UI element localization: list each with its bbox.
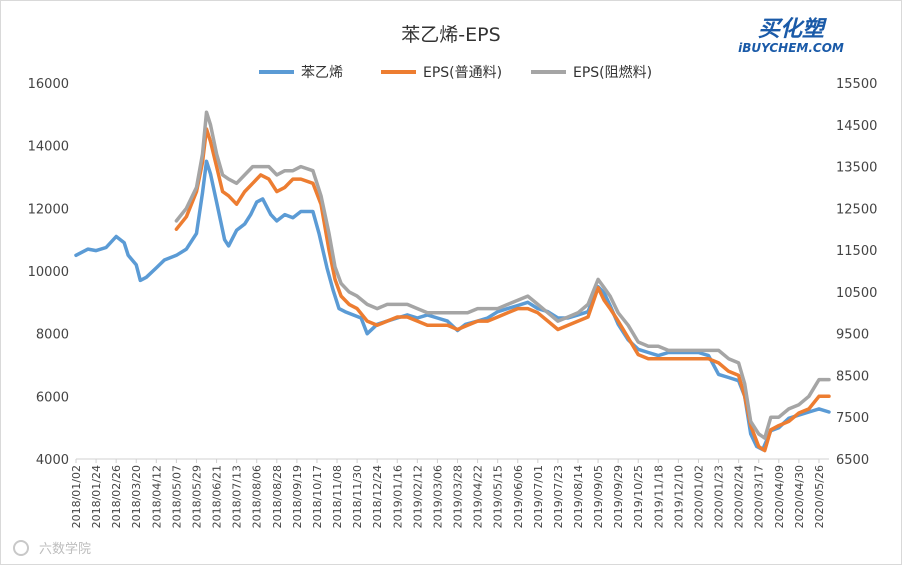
series-line-2 bbox=[174, 110, 831, 440]
x-tick-label: 2018/01/24 bbox=[90, 465, 103, 528]
y-right-tick-label: 11500 bbox=[836, 244, 877, 259]
y-left-tick-label: 12000 bbox=[28, 202, 69, 217]
logo-cn-text: 买化塑 bbox=[758, 17, 827, 42]
legend-label-0: 苯乙烯 bbox=[301, 64, 343, 81]
x-tick-label: 2018/05/29 bbox=[190, 465, 203, 528]
x-tick-label: 2018/11/30 bbox=[351, 465, 364, 528]
x-tick-label: 2018/12/24 bbox=[371, 465, 384, 528]
x-tick-label: 2019/11/18 bbox=[652, 465, 665, 528]
x-tick-label: 2019/02/12 bbox=[411, 465, 424, 528]
watermark-icon bbox=[13, 540, 29, 556]
legend: 苯乙烯 EPS(普通料) EPS(阻燃料) bbox=[259, 64, 652, 81]
y-left-tick-label: 10000 bbox=[28, 265, 69, 280]
y-right-tick-label: 9500 bbox=[836, 328, 869, 343]
x-tick-label: 2019/07/01 bbox=[532, 465, 545, 528]
x-tick-label: 2019/04/22 bbox=[472, 465, 485, 528]
x-tick-label: 2018/08/06 bbox=[251, 465, 264, 528]
watermark-text: 六数学院 bbox=[39, 541, 91, 557]
x-tick-label: 2018/08/28 bbox=[271, 465, 284, 528]
x-tick-label: 2018/10/17 bbox=[311, 465, 324, 528]
y-left-tick-label: 14000 bbox=[28, 140, 69, 155]
x-tick-label: 2019/09/05 bbox=[592, 465, 605, 528]
x-tick-label: 2020/02/24 bbox=[733, 465, 746, 528]
series-line-0 bbox=[74, 159, 831, 452]
legend-label-1: EPS(普通料) bbox=[423, 65, 502, 81]
x-tick-label: 2019/01/16 bbox=[391, 465, 404, 528]
x-tick-label: 2019/07/23 bbox=[552, 465, 565, 528]
x-tick-label: 2019/09/29 bbox=[612, 465, 625, 528]
logo-en-text: iBUYCHEM.COM bbox=[738, 41, 844, 55]
y-left-tick-label: 8000 bbox=[36, 328, 69, 343]
y-right-tick-label: 12500 bbox=[836, 202, 877, 217]
y-right-tick-label: 14500 bbox=[836, 119, 877, 134]
series-line-1 bbox=[174, 127, 831, 453]
y-right-tick-label: 13500 bbox=[836, 161, 877, 176]
x-tick-label: 2018/04/12 bbox=[150, 465, 163, 528]
x-tick-label: 2020/05/26 bbox=[813, 465, 826, 528]
y-right-tick-label: 15500 bbox=[836, 77, 877, 92]
y-right-tick-label: 6500 bbox=[836, 453, 869, 468]
x-tick-label: 2020/04/09 bbox=[773, 465, 786, 528]
x-tick-label: 2020/03/17 bbox=[753, 465, 766, 528]
x-tick-label: 2020/01/23 bbox=[713, 465, 726, 528]
x-tick-label: 2020/04/30 bbox=[793, 465, 806, 528]
x-tick-label: 2018/07/13 bbox=[231, 465, 244, 528]
x-tick-label: 2020/01/02 bbox=[692, 465, 705, 528]
x-tick-label: 2019/05/15 bbox=[492, 465, 505, 528]
watermark: 六数学院 bbox=[13, 540, 91, 557]
y-left-tick-label: 6000 bbox=[36, 390, 69, 405]
chart-title: 苯乙烯-EPS bbox=[401, 24, 500, 46]
x-tick-label: 2019/06/06 bbox=[512, 465, 525, 528]
x-tick-label: 2018/03/20 bbox=[130, 465, 143, 528]
axes: 4000 6000 8000 10000 12000 14000 16000 6500 7500… bbox=[28, 77, 878, 528]
y-left-tick-label: 16000 bbox=[28, 77, 69, 92]
x-tick-label: 2019/03/28 bbox=[452, 465, 465, 528]
y-right-tick-label: 7500 bbox=[836, 411, 869, 426]
x-tick-label: 2018/01/02 bbox=[70, 465, 83, 528]
y-right-tick-label: 10500 bbox=[836, 286, 877, 301]
x-tick-label: 2018/09/19 bbox=[291, 465, 304, 528]
x-tick-label: 2018/06/21 bbox=[211, 465, 224, 528]
y-right-tick-label: 8500 bbox=[836, 369, 869, 384]
x-tick-label: 2018/11/08 bbox=[331, 465, 344, 528]
x-tick-label: 2019/10/25 bbox=[632, 465, 645, 528]
x-tick-label: 2019/08/14 bbox=[572, 465, 585, 528]
legend-label-2: EPS(阻燃料) bbox=[573, 64, 652, 81]
brand-logo: 买化塑 iBUYCHEM.COM bbox=[738, 17, 844, 55]
x-tick-label: 2018/02/26 bbox=[110, 465, 123, 528]
x-tick-label: 2019/03/06 bbox=[431, 465, 444, 528]
x-tick-label: 2018/05/07 bbox=[170, 465, 183, 528]
series-lines bbox=[74, 110, 831, 453]
y-left-tick-label: 4000 bbox=[36, 453, 69, 468]
x-tick-label: 2019/12/10 bbox=[672, 465, 685, 528]
